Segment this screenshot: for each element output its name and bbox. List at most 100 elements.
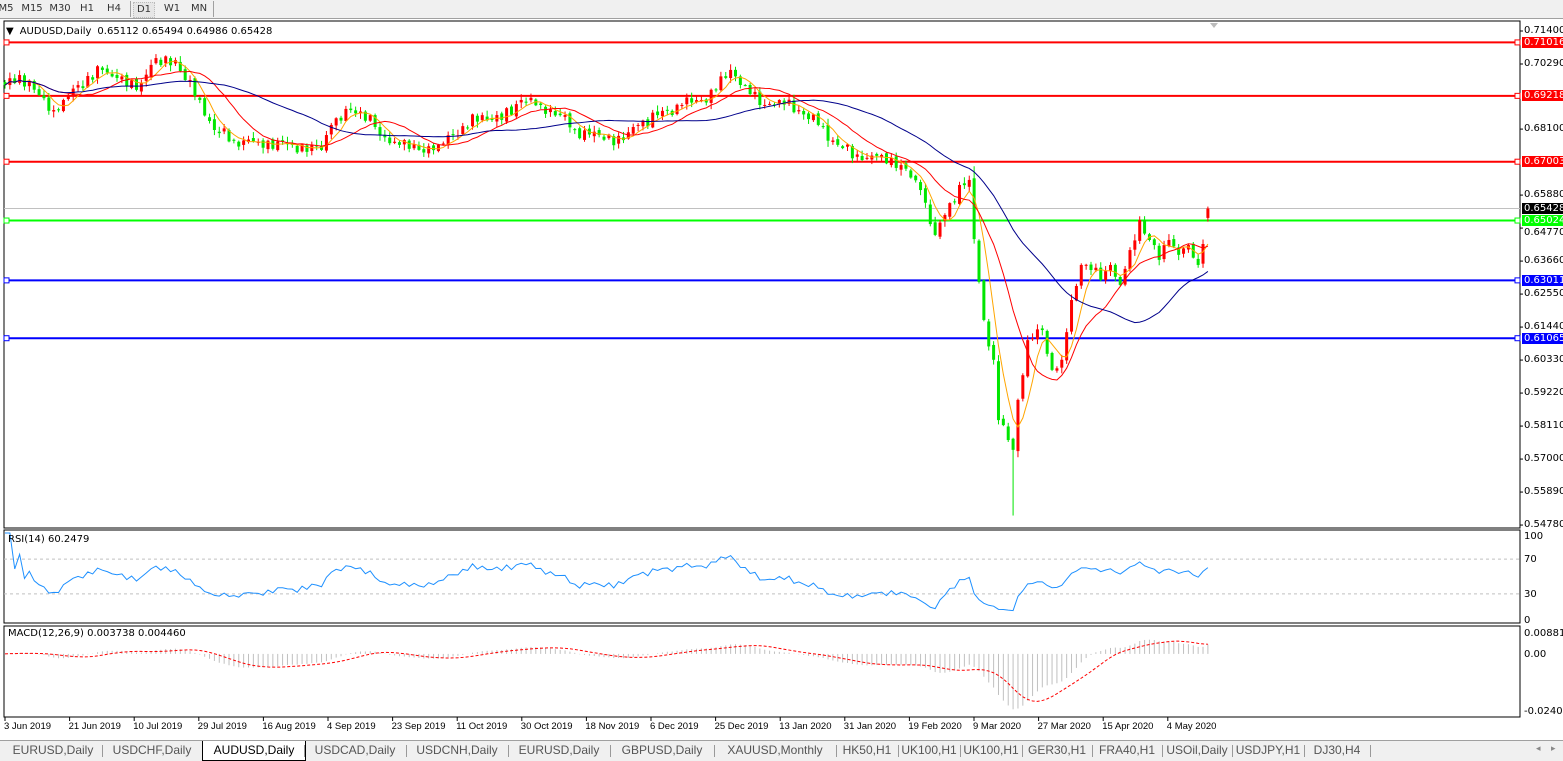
bullish-candle <box>880 154 884 158</box>
timeframe-w1[interactable]: W1 <box>163 3 181 14</box>
bearish-candle <box>91 77 95 80</box>
chart-tab[interactable]: UK100,H1 <box>963 743 1019 757</box>
macd-axis-label: 0.00 <box>1524 648 1547 660</box>
chart-tab[interactable]: USDJPY,H1 <box>1235 743 1301 757</box>
ma-mid-line <box>4 70 1209 381</box>
bullish-candle <box>1016 399 1020 452</box>
bearish-candle <box>860 155 864 161</box>
timeframe-h1[interactable]: H1 <box>80 3 94 14</box>
chart-tab[interactable]: USDCNH,Daily <box>416 743 498 757</box>
bearish-candle <box>792 100 796 113</box>
level-handle-left <box>3 39 10 46</box>
tabs-scroll-left-icon[interactable]: ◂ <box>1536 744 1541 754</box>
bearish-candle <box>738 76 742 85</box>
bullish-candle <box>334 118 338 126</box>
timeframe-d1[interactable]: D1 <box>133 2 155 18</box>
tab-divider <box>1370 745 1371 757</box>
level-price-tag: 0.61065 <box>1522 333 1563 345</box>
chart-window[interactable]: ▼ AUDUSD,Daily 0.65112 0.65494 0.64986 0… <box>0 19 1563 740</box>
bearish-candle <box>217 131 221 134</box>
chart-tab[interactable]: USDCHF,Daily <box>112 743 192 757</box>
bearish-candle <box>451 134 455 136</box>
bullish-candle <box>1079 264 1083 286</box>
bearish-candle <box>534 99 538 106</box>
chart-tab[interactable]: FRA40,H1 <box>1098 743 1156 757</box>
chart-tab[interactable]: HK50,H1 <box>842 743 892 757</box>
bullish-candle <box>1035 329 1039 340</box>
chart-tab[interactable]: EURUSD,Daily <box>518 743 600 757</box>
bearish-candle <box>884 153 888 164</box>
bullish-candle <box>607 134 611 139</box>
bullish-candle <box>66 94 70 100</box>
bearish-candle <box>573 129 577 131</box>
date-axis-label: 4 May 2020 <box>1166 721 1217 732</box>
bullish-candle <box>173 60 177 64</box>
chart-tab[interactable]: DJ30,H4 <box>1313 743 1361 757</box>
bullish-candle <box>583 130 587 140</box>
toolbar-divider <box>130 1 131 17</box>
bearish-candle <box>656 111 660 116</box>
bullish-candle <box>130 80 134 88</box>
timeframe-m30[interactable]: M30 <box>49 3 71 14</box>
bearish-candle <box>875 153 879 156</box>
bullish-candle <box>636 124 640 126</box>
chart-tab[interactable]: USOil,Daily <box>1166 743 1228 757</box>
chart-tab[interactable]: GER30,H1 <box>1027 743 1087 757</box>
bullish-candle <box>76 85 80 88</box>
chart-tab[interactable]: GBPUSD,Daily <box>621 743 703 757</box>
bullish-candle <box>441 143 445 145</box>
chart-tab[interactable]: XAUUSD,Monthly <box>727 743 823 757</box>
bullish-candle <box>855 154 859 157</box>
bearish-candle <box>714 89 718 91</box>
tab-divider <box>406 745 407 757</box>
bullish-candle <box>592 131 596 137</box>
tab-divider <box>1304 745 1305 757</box>
bearish-candle <box>928 204 932 225</box>
bearish-candle <box>841 146 845 149</box>
bearish-candle <box>237 141 241 147</box>
bearish-candle <box>539 103 543 106</box>
bearish-candle <box>407 140 411 149</box>
bearish-candle <box>743 85 747 87</box>
bearish-candle <box>417 144 421 150</box>
bullish-candle <box>1055 368 1059 371</box>
price-axis-label: 0.54780 <box>1524 519 1563 531</box>
bearish-candle <box>32 81 36 90</box>
date-axis-label: 11 Oct 2019 <box>456 721 508 732</box>
bullish-candle <box>865 157 869 159</box>
main-panel-frame <box>3 20 1521 529</box>
bearish-candle <box>724 76 728 78</box>
ma-fast-line <box>4 60 1209 429</box>
bearish-candle <box>836 139 840 145</box>
ohlc-readout: 0.65112 0.65494 0.64986 0.65428 <box>97 26 273 37</box>
bullish-candle <box>436 144 440 152</box>
chart-tab[interactable]: USDCAD,Daily <box>314 743 396 757</box>
collapse-triangle-icon[interactable]: ▼ <box>6 26 14 37</box>
chart-tab[interactable]: UK100,H1 <box>901 743 957 757</box>
chart-tab[interactable]: AUDUSD,Daily <box>202 741 306 761</box>
tabs-scroll-right-icon[interactable]: ▸ <box>1551 744 1556 754</box>
bearish-candle <box>193 78 197 96</box>
bearish-candle <box>295 145 299 153</box>
bullish-candle <box>548 109 552 113</box>
timeframe-mn[interactable]: MN <box>190 3 208 14</box>
chart-canvas[interactable] <box>0 19 1563 740</box>
bearish-candle <box>734 69 737 77</box>
chart-tab[interactable]: EURUSD,Daily <box>12 743 94 757</box>
bearish-candle <box>1050 352 1054 370</box>
bearish-candle <box>558 113 562 116</box>
bearish-candle <box>524 101 528 103</box>
bearish-candle <box>125 74 129 87</box>
level-price-tag: 0.71016 <box>1522 37 1563 48</box>
bearish-candle <box>807 113 811 120</box>
bullish-candle <box>563 115 567 117</box>
timeframe-m5[interactable]: M5 <box>0 3 14 14</box>
bearish-candle <box>373 115 377 127</box>
date-axis-label: 16 Aug 2019 <box>262 721 316 732</box>
tab-divider <box>610 745 611 757</box>
bullish-candle <box>300 144 304 152</box>
timeframe-m15[interactable]: M15 <box>21 3 43 14</box>
bullish-candle <box>149 64 153 77</box>
timeframe-h4[interactable]: H4 <box>107 3 121 14</box>
level-handle-right <box>1514 158 1521 165</box>
